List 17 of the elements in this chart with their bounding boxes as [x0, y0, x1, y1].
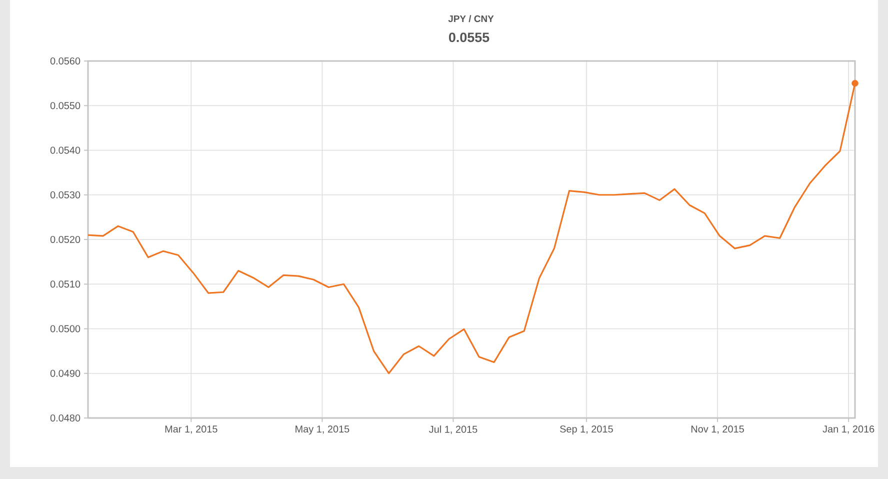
y-tick-label: 0.0520 [50, 236, 80, 244]
y-tick-label: 0.0540 [50, 146, 80, 154]
y-tick-label: 0.0490 [50, 370, 80, 377]
y-tick-label: 0.0480 [50, 414, 80, 422]
x-tick-label: Jul 1, 2015 [429, 425, 478, 434]
x-tick-label: Jan 1, 2016 [822, 425, 874, 434]
y-tick-label: 0.0510 [50, 280, 80, 288]
y-tick-label: 0.0550 [50, 102, 80, 110]
x-tick-label: Nov 1, 2015 [691, 425, 744, 434]
x-tick-label: Sep 1, 2015 [560, 425, 613, 435]
x-tick-label: Mar 1, 2015 [165, 425, 218, 434]
x-tick-label: May 1, 2015 [296, 425, 350, 435]
y-tick-label: 0.0560 [50, 57, 80, 65]
y-tick-label: 0.0500 [50, 325, 80, 332]
text: 0.0555 [448, 32, 490, 42]
chart-title: JPY / CNY [448, 15, 494, 22]
y-tick-label: 0.0530 [50, 191, 80, 198]
